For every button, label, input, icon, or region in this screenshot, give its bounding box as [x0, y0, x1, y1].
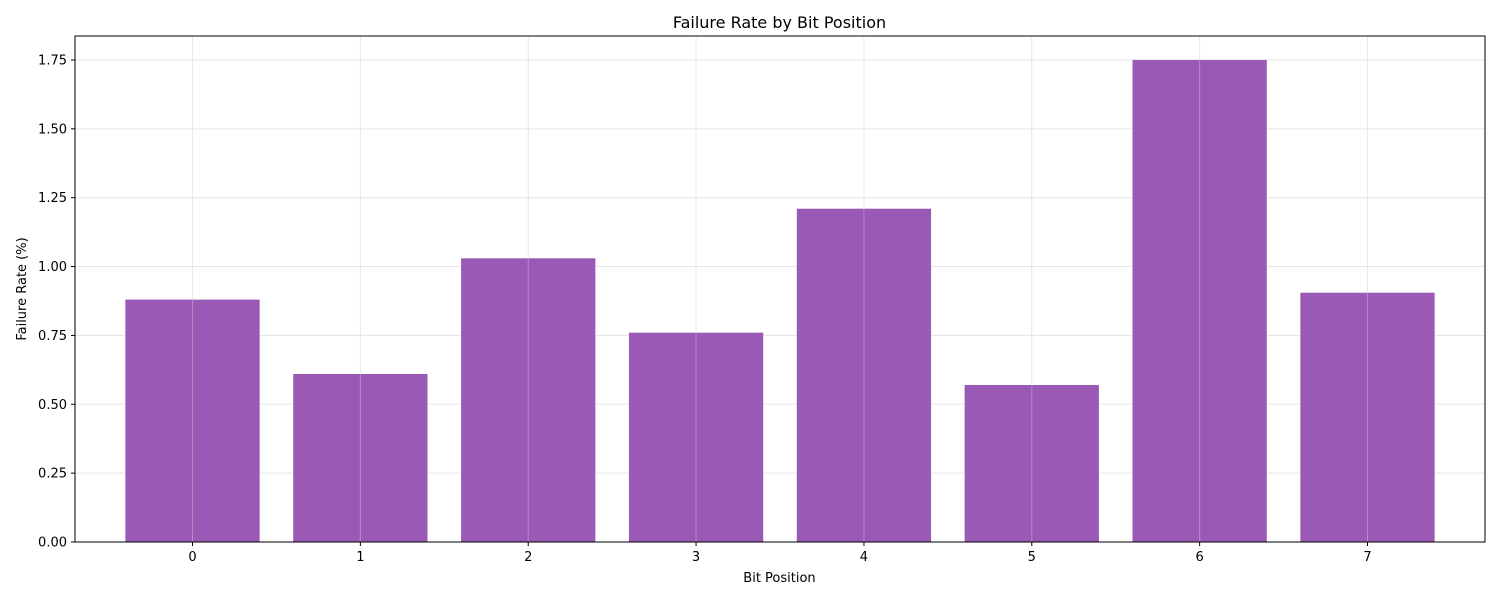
y-tick-label: 1.50: [38, 122, 67, 137]
bar-0: [125, 299, 260, 542]
x-tick-label: 0: [188, 550, 196, 565]
axes-layer: [74, 35, 1486, 543]
bar-7: [1300, 292, 1435, 542]
x-tick-label: 4: [860, 550, 868, 565]
bars-layer: [125, 36, 1435, 542]
bar-5: [964, 384, 1099, 542]
y-tick-label: 1.75: [38, 53, 67, 68]
grid-layer: [75, 59, 1485, 543]
bar-4: [796, 208, 932, 542]
ticks-layer: 0.00 0.25 0.50 0.75 1.00 1.25 1.50 1.75 0 1 2 3 4 5 6 7: [38, 53, 1372, 565]
bar-3: [628, 332, 764, 542]
x-tick-label: 1: [356, 550, 364, 565]
x-tick-label: 3: [692, 550, 700, 565]
y-axis-label: Failure Rate (%): [15, 237, 30, 340]
x-axis-label: Bit Position: [743, 571, 815, 586]
y-tick-label: 0.25: [38, 467, 67, 482]
y-tick-label: 0.50: [38, 398, 67, 413]
bar-1: [293, 373, 428, 542]
plot-frame: [74, 35, 1486, 543]
y-tick-label: 0.00: [38, 536, 67, 551]
y-tick-label: 0.75: [38, 329, 67, 344]
y-tick-label: 1.25: [38, 191, 67, 206]
y-tick-label: 1.00: [38, 260, 67, 275]
bar-6: [1132, 59, 1267, 542]
bar-2: [461, 258, 596, 542]
x-tick-label: 2: [524, 550, 532, 565]
x-tick-label: 6: [1196, 550, 1204, 565]
chart-title: Failure Rate by Bit Position: [673, 13, 886, 32]
x-tick-label: 5: [1028, 550, 1036, 565]
x-tick-label: 7: [1363, 550, 1371, 565]
